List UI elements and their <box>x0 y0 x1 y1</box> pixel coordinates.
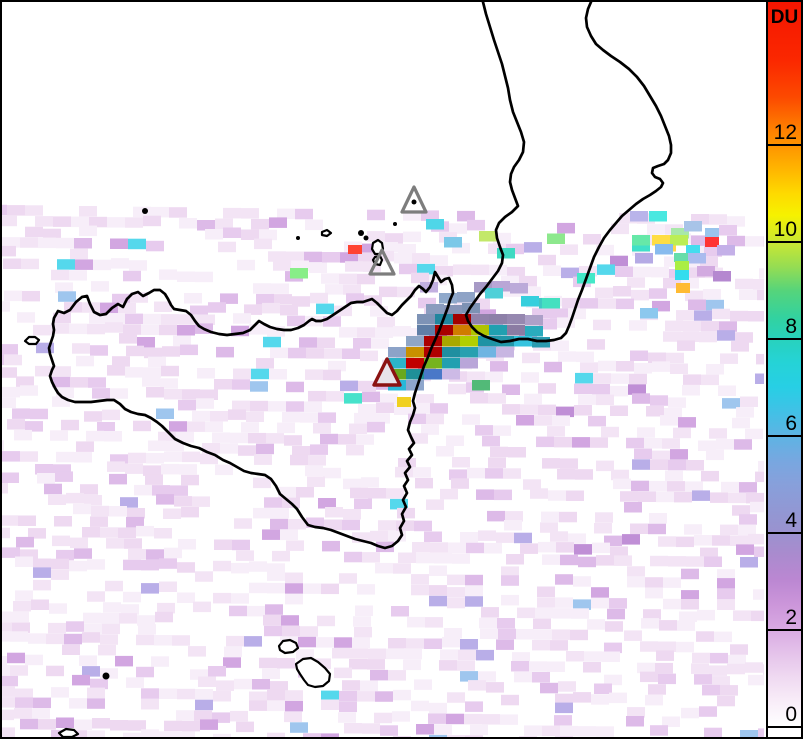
island-gozo <box>277 638 300 655</box>
colorbar-tick-label: 12 <box>773 121 797 144</box>
colorbar-tick-label: 0 <box>785 703 797 726</box>
island-dot <box>296 236 300 240</box>
colorbar-tick-mark <box>768 629 801 631</box>
map-canvas <box>2 2 764 737</box>
island-malta <box>294 656 332 689</box>
island-filicudi <box>320 228 333 238</box>
coastline-sicily <box>47 270 455 550</box>
colorbar-tick-mark <box>768 726 801 728</box>
colorbar-tick-label: 6 <box>785 412 797 435</box>
volcano-marker-etna <box>372 357 402 387</box>
colorbar-tick-mark <box>768 532 801 534</box>
colorbar-tick-mark <box>768 241 801 243</box>
volcano-marker-stromboli <box>400 185 428 214</box>
colorbar-tick-label: 10 <box>773 218 797 241</box>
island-dot <box>411 199 417 205</box>
island-lampedusa <box>57 727 80 737</box>
colorbar-tick-label: 8 <box>785 315 797 338</box>
island-dot <box>393 222 397 226</box>
colorbar-unit-label: DU <box>770 7 799 28</box>
island-dot <box>358 230 364 236</box>
colorbar-tick-label: 2 <box>785 606 797 629</box>
volcano-marker-vulcano <box>368 248 396 276</box>
colorbar-tick-label: 4 <box>785 509 797 532</box>
island-dot <box>142 208 148 214</box>
colorbar-tick-mark <box>768 144 801 146</box>
coastline-calabria <box>464 2 673 344</box>
colorbar-tick-mark <box>768 338 801 340</box>
colorbar: DU 12 10 8 6 4 2 0 <box>766 2 801 737</box>
colorbar-tick-mark <box>768 435 801 437</box>
island-egadi <box>23 335 41 346</box>
pixel-field <box>2 204 764 737</box>
island-dot <box>363 235 369 241</box>
island-dot <box>102 672 110 680</box>
